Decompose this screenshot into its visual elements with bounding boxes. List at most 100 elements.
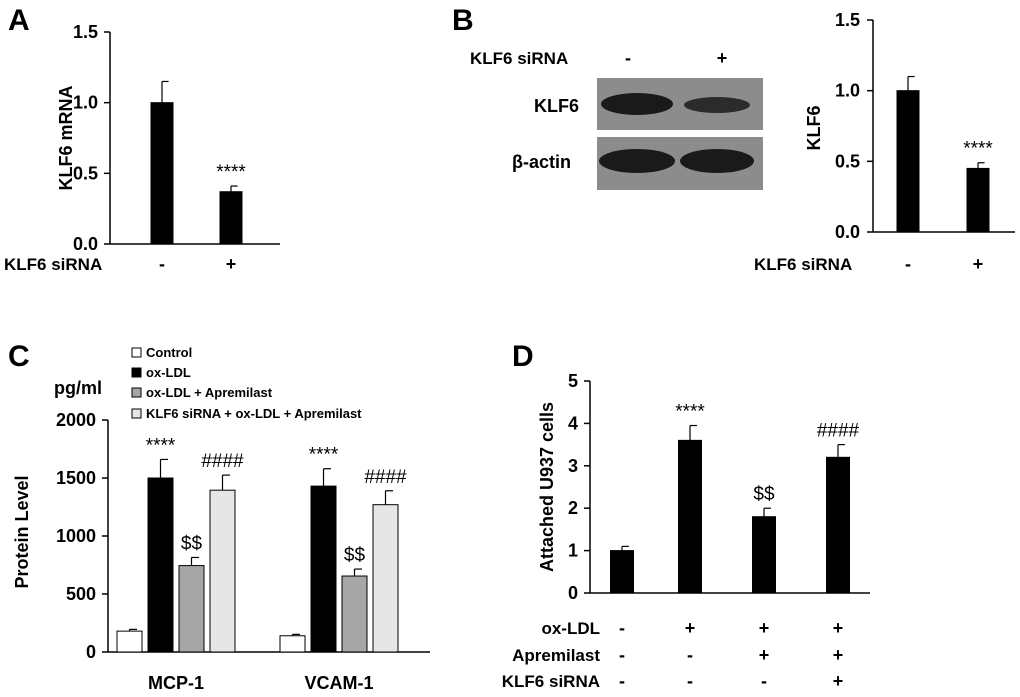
condition-mark: +	[833, 671, 844, 691]
significance-annotation: $$	[753, 484, 775, 505]
panel-c-chart: 0 500 1000 1500 2000 pg/ml Protein Level Contro…	[12, 345, 430, 693]
category-row-label: KLF6 siRNA	[4, 255, 102, 274]
legend-label: ox-LDL	[146, 365, 191, 380]
blot-band-klf6-lane2	[684, 97, 750, 113]
bar	[372, 504, 399, 653]
y-tick-label: 500	[66, 584, 96, 604]
blot-band-actin-lane2	[680, 149, 754, 173]
y-axis-label: Protein Level	[12, 475, 32, 588]
y-tick-label: 0.5	[835, 151, 860, 171]
significance-annotation: ****	[216, 162, 246, 183]
y-axis-label: KLF6 mRNA	[56, 85, 76, 190]
significance-annotation: ****	[963, 139, 993, 160]
panel-b-western-blot: KLF6 siRNA - + KLF6 β-actin	[470, 48, 763, 190]
condition-mark: +	[685, 618, 696, 638]
y-tick-label: 1	[568, 541, 578, 561]
blot-lane-mark-plus: +	[717, 48, 728, 68]
condition-mark: -	[619, 618, 625, 638]
unit-label: pg/ml	[54, 378, 102, 398]
condition-mark: +	[833, 618, 844, 638]
condition-mark: -	[687, 645, 693, 665]
legend-label: Control	[146, 345, 192, 360]
blot-band-actin-lane1	[599, 149, 675, 173]
blot-band-klf6-lane1	[601, 93, 673, 115]
bar	[752, 516, 776, 594]
bar	[209, 489, 236, 653]
legend-swatch	[131, 387, 142, 398]
panel-d-chart: 0 1 2 3 4 5 Attached U937 cells **** $$ #### ox-LD…	[502, 371, 870, 691]
panel-b-chart: 0.0 0.5 1.0 1.5 - **** + KLF6 siRNA KLF6	[754, 10, 1015, 274]
condition-row-label: ox-LDL	[541, 619, 600, 638]
bar	[896, 90, 920, 233]
y-tick-label: 1500	[56, 468, 96, 488]
significance-annotation: ****	[146, 435, 176, 456]
bar	[826, 456, 850, 594]
panel-a-chart: 0.0 0.5 1.0 1.5 - **** + KLF6 siRNA KLF6 mRNA	[4, 22, 280, 274]
y-tick-label: 1.0	[835, 81, 860, 101]
bar	[147, 477, 174, 653]
panel-letter-d: D	[512, 340, 534, 373]
y-tick-label: 1000	[56, 526, 96, 546]
condition-mark: -	[619, 645, 625, 665]
y-tick-label: 2000	[56, 410, 96, 430]
bar	[219, 191, 243, 245]
y-tick-label: 4	[568, 413, 578, 433]
category-label: -	[159, 254, 165, 274]
blot-lane-mark-minus: -	[625, 48, 631, 68]
bar	[178, 565, 205, 653]
blot-row-label-klf6: KLF6	[534, 96, 579, 116]
condition-mark: -	[687, 671, 693, 691]
significance-annotation: ####	[201, 451, 244, 472]
significance-annotation: ####	[364, 467, 407, 488]
bar	[678, 439, 702, 594]
category-label: +	[226, 254, 237, 274]
significance-annotation: ****	[675, 402, 705, 423]
bar	[116, 630, 143, 653]
condition-mark: +	[759, 618, 770, 638]
legend-swatch	[131, 408, 142, 419]
panel-letter-a: A	[8, 4, 30, 37]
legend-swatch	[131, 347, 142, 358]
y-tick-label: 1.5	[73, 22, 98, 42]
legend-label: ox-LDL + Apremilast	[146, 385, 273, 400]
category-label: VCAM-1	[304, 673, 373, 693]
y-tick-label: 0	[568, 583, 578, 603]
bar	[341, 575, 368, 653]
bar	[279, 635, 306, 653]
significance-annotation: ####	[817, 421, 860, 442]
significance-annotation: $$	[181, 533, 203, 554]
condition-mark: +	[833, 645, 844, 665]
condition-mark: -	[619, 671, 625, 691]
y-tick-label: 0.0	[835, 222, 860, 242]
significance-annotation: ****	[309, 445, 339, 466]
y-tick-label: 2	[568, 498, 578, 518]
bar	[150, 102, 174, 245]
blot-row-label-actin: β-actin	[512, 152, 571, 172]
condition-row-label: Apremilast	[512, 646, 600, 665]
y-tick-label: 1.0	[73, 93, 98, 113]
category-label: -	[905, 254, 911, 274]
bar	[310, 485, 337, 653]
condition-row-label: KLF6 siRNA	[502, 672, 600, 691]
panel-letter-b: B	[452, 4, 474, 37]
y-tick-label: 3	[568, 456, 578, 476]
significance-annotation: $$	[344, 545, 366, 566]
y-axis-label: Attached U937 cells	[537, 402, 557, 572]
y-tick-label: 5	[568, 371, 578, 391]
category-row-label: KLF6 siRNA	[754, 255, 852, 274]
category-label: MCP-1	[148, 673, 204, 693]
blot-header-label: KLF6 siRNA	[470, 49, 568, 68]
bar	[966, 167, 990, 233]
y-tick-label: 1.5	[835, 10, 860, 30]
bar	[610, 550, 634, 594]
legend-swatch	[131, 367, 142, 378]
panel-letter-c: C	[8, 340, 30, 373]
condition-mark: -	[761, 671, 767, 691]
y-axis-label: KLF6	[804, 106, 824, 151]
y-tick-label: 0.0	[73, 234, 98, 254]
y-tick-label: 0.5	[73, 163, 98, 183]
y-tick-label: 0	[86, 642, 96, 662]
condition-mark: +	[759, 645, 770, 665]
legend-label: KLF6 siRNA + ox-LDL + Apremilast	[146, 406, 362, 421]
